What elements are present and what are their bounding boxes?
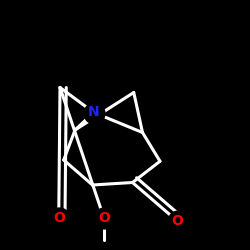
Text: O: O xyxy=(172,214,183,228)
Text: N: N xyxy=(88,106,100,120)
Text: O: O xyxy=(53,210,65,224)
Text: O: O xyxy=(98,210,110,224)
